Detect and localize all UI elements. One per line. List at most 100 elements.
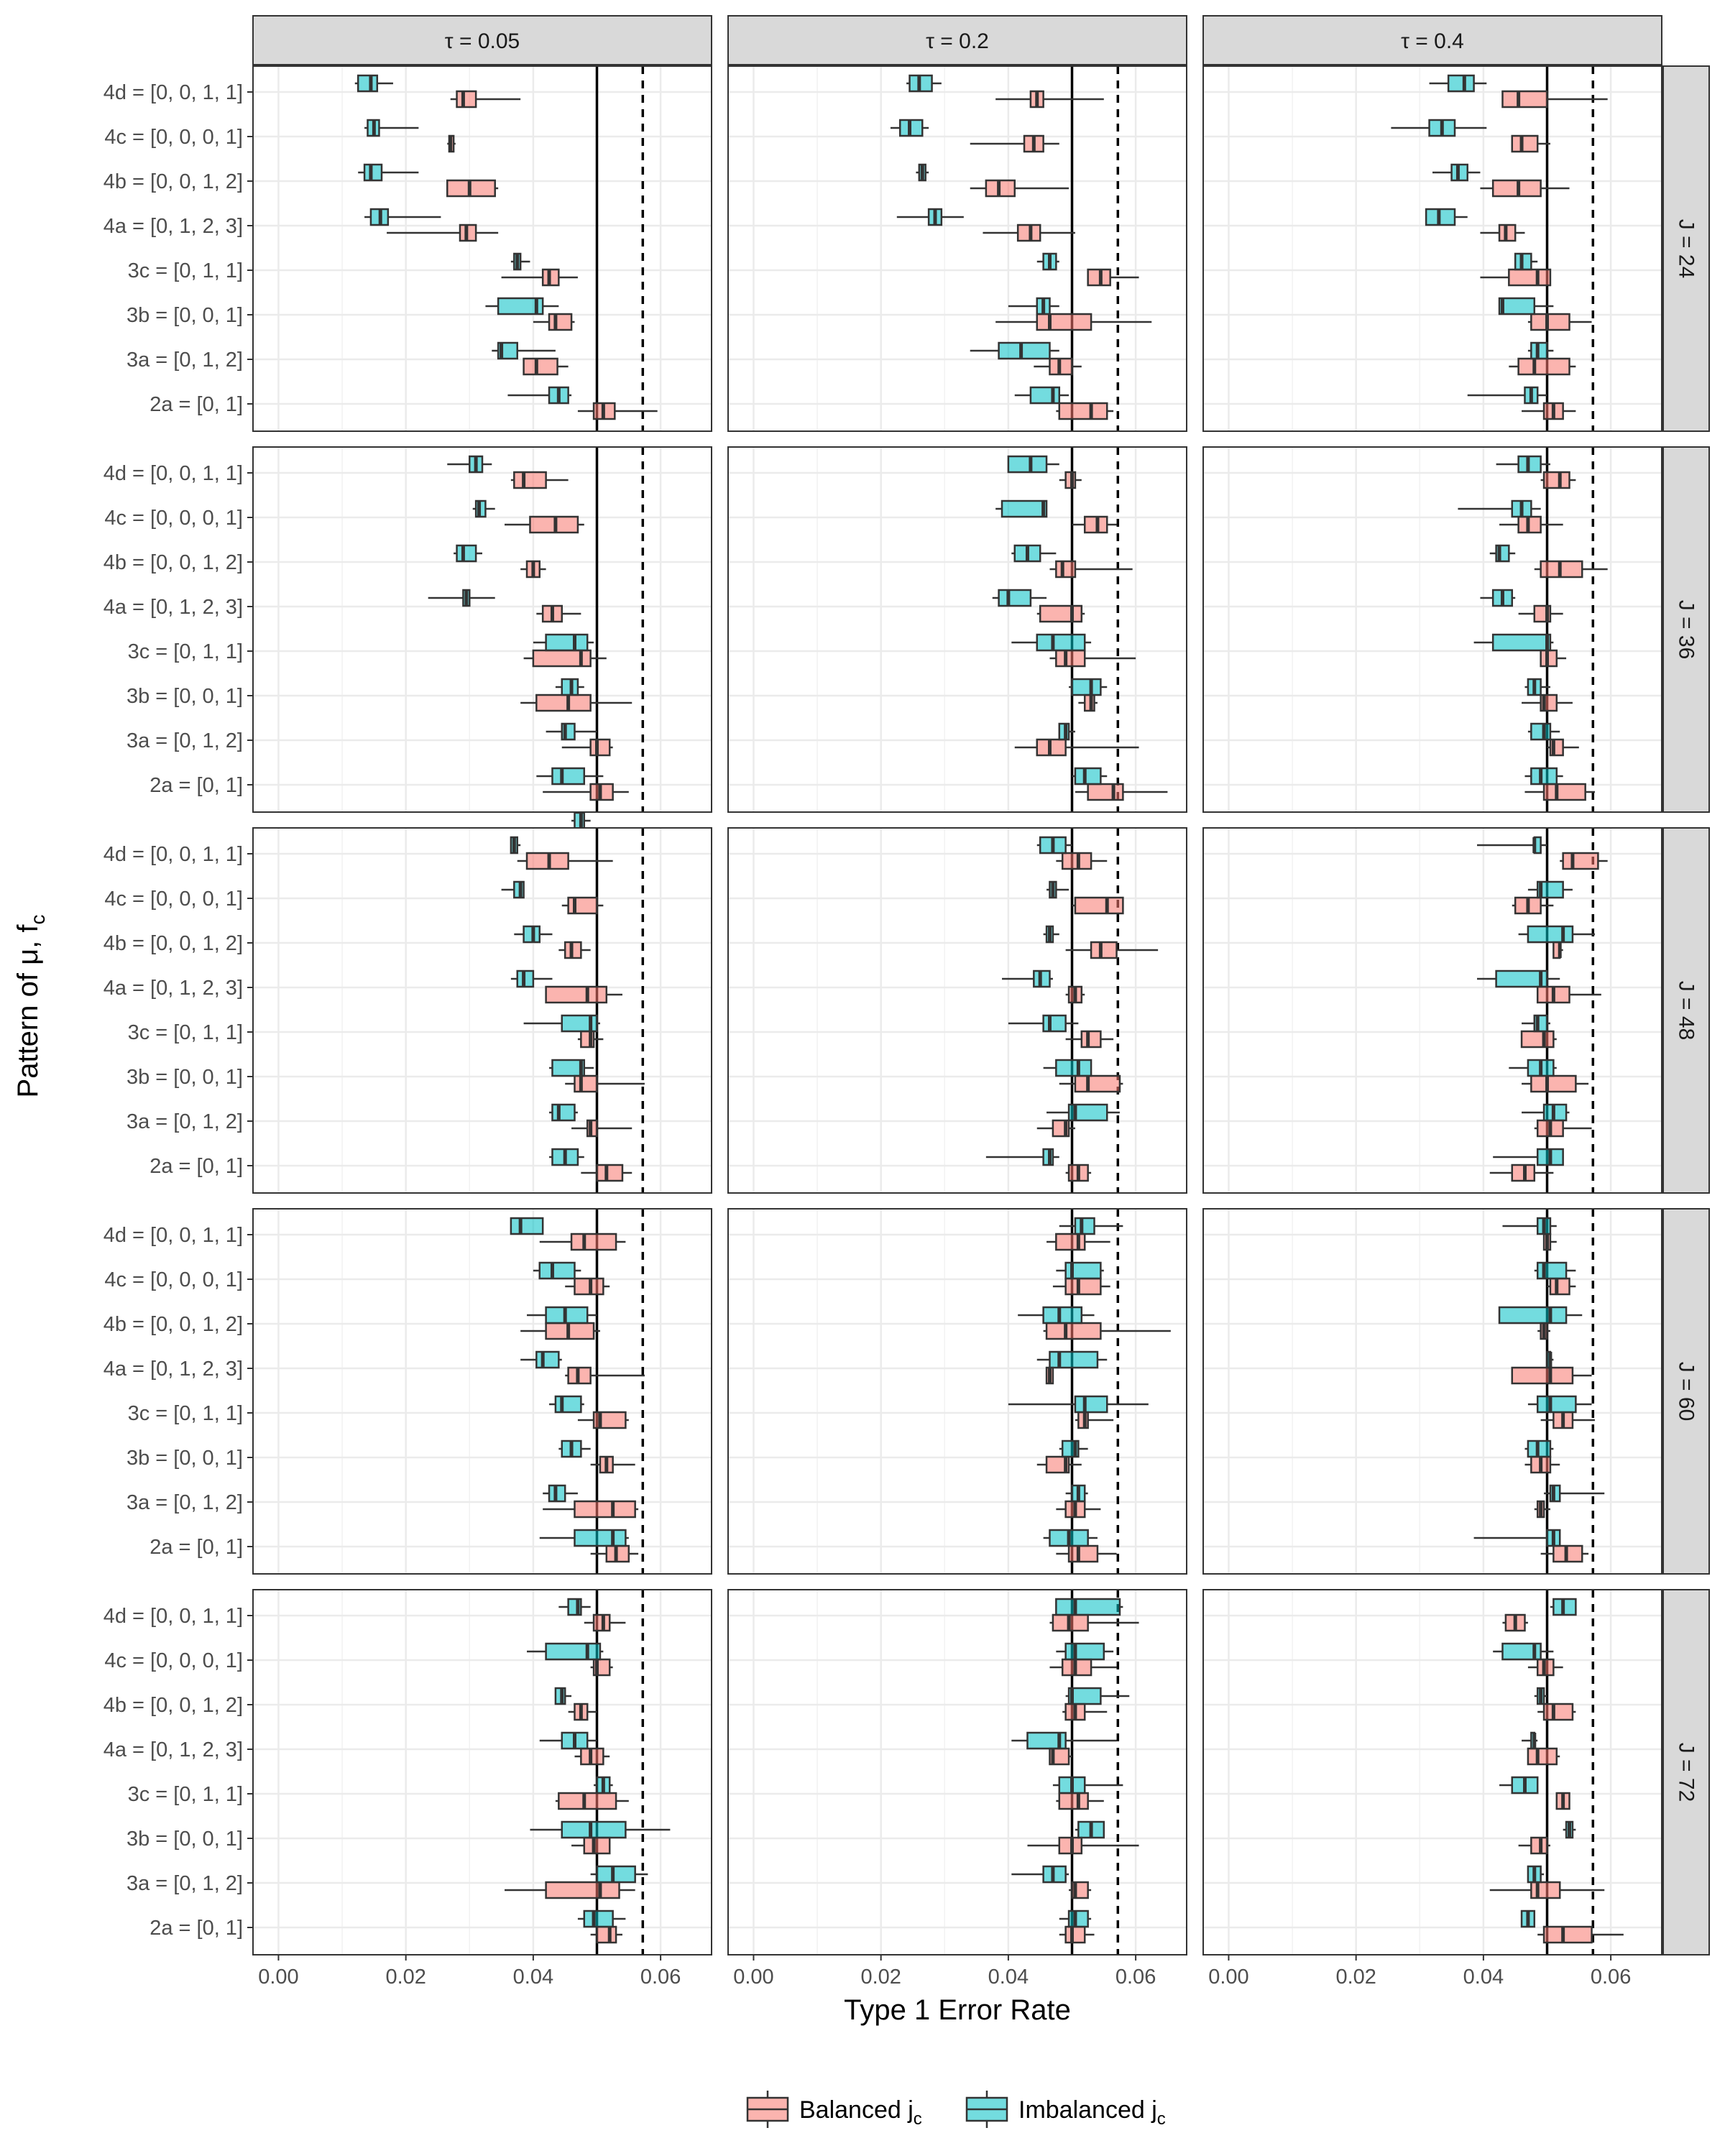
imbalanced-box <box>1011 1865 1070 1884</box>
box-iqr <box>1029 386 1061 405</box>
imbalanced-box <box>1524 678 1550 696</box>
panel-r2-c2 <box>727 446 1187 813</box>
box-iqr <box>545 633 589 652</box>
imbalanced-box <box>549 1059 594 1077</box>
imbalanced-box <box>1499 1776 1539 1795</box>
imbalanced-box <box>916 163 929 182</box>
row-strip-1: J = 24 <box>1662 65 1710 432</box>
balanced-box <box>1522 1074 1589 1093</box>
box-iqr <box>535 694 592 712</box>
box-iqr <box>1527 1747 1558 1766</box>
y-tick-label: 4a = [0, 1, 2, 3] <box>104 215 243 238</box>
balanced-box <box>1043 1322 1171 1340</box>
imbalanced-box <box>533 1261 581 1280</box>
imbalanced-box <box>1527 722 1560 741</box>
balanced-box <box>1489 1881 1605 1899</box>
balanced-box <box>1555 1792 1570 1810</box>
imbalanced-box <box>472 499 495 518</box>
imbalanced-box <box>1527 1865 1545 1884</box>
y-tick-label: 4a = [0, 1, 2, 3] <box>104 977 243 1000</box>
balanced-box <box>1027 1836 1139 1855</box>
panel-border <box>1202 446 1662 813</box>
y-tick-label: 4a = [0, 1, 2, 3] <box>104 1358 243 1381</box>
strip-background <box>1662 1589 1710 1955</box>
imbalanced-box <box>1069 678 1108 696</box>
panel-background <box>728 66 1187 431</box>
imbalanced-box <box>527 1642 604 1661</box>
x-tick-label: 0.06 <box>1116 1966 1156 1989</box>
imbalanced-box <box>510 252 530 271</box>
panel-r3-c1 <box>252 827 712 1194</box>
panel-background <box>1203 1590 1662 1955</box>
balanced-box <box>1534 560 1608 579</box>
imbalanced-box <box>1498 297 1554 315</box>
balanced-box <box>555 1792 629 1810</box>
panel-border <box>252 65 712 432</box>
y-tick-label: 2a = [0, 1] <box>150 1536 243 1559</box>
box-iqr <box>523 357 558 376</box>
imbalanced-box <box>554 1687 572 1705</box>
box-iqr <box>1562 852 1599 870</box>
box-iqr <box>1520 1030 1555 1049</box>
imbalanced-box <box>546 722 597 741</box>
box-iqr <box>1074 1395 1108 1414</box>
box-iqr <box>1517 357 1570 376</box>
imbalanced-box <box>558 1439 591 1458</box>
balanced-box <box>590 1455 635 1474</box>
row-strip-label: J = 24 <box>1675 219 1698 279</box>
balanced-box <box>1540 1411 1595 1429</box>
y-tick-label: 3a = [0, 1, 2] <box>126 1491 243 1514</box>
balanced-box <box>1049 560 1133 579</box>
box-iqr <box>1087 783 1124 801</box>
x-tick-label: 0.04 <box>513 1966 553 1989</box>
box-iqr <box>1026 1731 1067 1750</box>
balanced-box <box>1014 738 1139 757</box>
imbalanced-box <box>1011 544 1057 563</box>
imbalanced-box <box>1008 297 1059 315</box>
box-iqr <box>356 74 379 93</box>
strip-background <box>1662 1208 1710 1575</box>
balanced-box <box>1512 896 1554 915</box>
box-iqr <box>1447 74 1475 93</box>
box-iqr <box>1495 969 1548 988</box>
legend-item-1: Balanced jc <box>746 2091 922 2129</box>
imbalanced-box <box>1043 925 1059 944</box>
box-iqr <box>1074 1074 1121 1093</box>
box-iqr <box>1530 767 1558 786</box>
balanced-box <box>523 649 607 668</box>
row-strip-label: J = 36 <box>1675 600 1698 660</box>
balanced-box <box>1075 783 1168 801</box>
balanced-box <box>517 852 613 870</box>
balanced-box <box>1520 1030 1557 1049</box>
balanced-box <box>970 179 1070 198</box>
panel-border <box>727 827 1187 1194</box>
panel-background <box>1203 447 1662 812</box>
box-iqr <box>456 544 477 563</box>
panels <box>252 65 1662 1955</box>
box-iqr <box>551 1103 576 1122</box>
balanced-box <box>1527 1747 1560 1766</box>
panel-border <box>252 827 712 1194</box>
imbalanced-box <box>1524 767 1563 786</box>
panel-r2-c1 <box>252 446 712 846</box>
balanced-box <box>1522 694 1573 712</box>
imbalanced-box <box>539 1731 597 1750</box>
y-tick-label: 4d = [0, 0, 1, 1] <box>104 462 243 485</box>
panel-border <box>1202 827 1662 1194</box>
imbalanced-box <box>906 74 942 93</box>
balanced-box <box>1045 1366 1054 1385</box>
imbalanced-box <box>1036 252 1059 271</box>
panel-r4-c2 <box>727 1208 1187 1575</box>
balanced-box <box>510 471 569 489</box>
imbalanced-box <box>539 1529 629 1547</box>
imbalanced-box <box>1008 1395 1149 1414</box>
box-iqr <box>1542 471 1570 489</box>
box-iqr <box>1064 1925 1086 1944</box>
imbalanced-box <box>364 119 419 137</box>
imbalanced-box <box>1509 1059 1557 1077</box>
box-iqr <box>1064 1261 1102 1280</box>
imbalanced-box <box>1036 836 1072 854</box>
balanced-box <box>533 313 575 331</box>
balanced-box <box>543 1500 639 1519</box>
